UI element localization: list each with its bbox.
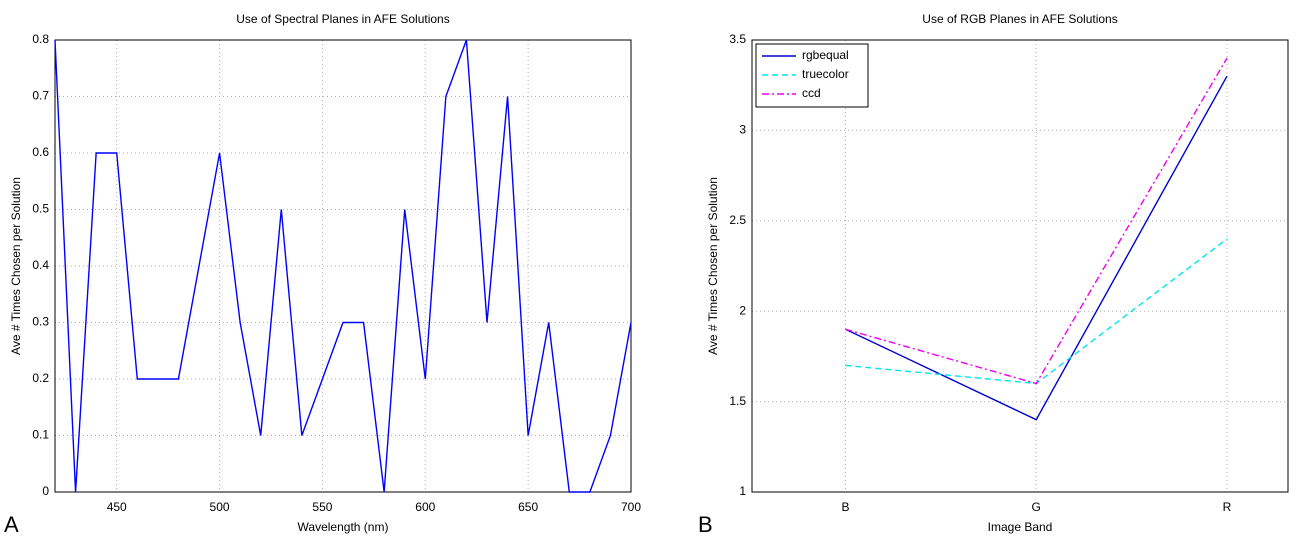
data-line xyxy=(845,75,1228,421)
y-tick-label: 0.2 xyxy=(32,371,49,385)
x-tick-label: 700 xyxy=(621,500,641,514)
data-line xyxy=(54,39,632,493)
data-line xyxy=(845,57,1228,385)
y-tick-label: 3.5 xyxy=(729,32,746,46)
x-axis-label: Wavelength (nm) xyxy=(298,520,389,534)
chart-title: Use of Spectral Planes in AFE Solutions xyxy=(236,12,449,26)
y-axis-label: Ave # Times Chosen per Solution xyxy=(706,177,720,355)
y-tick-label: 2 xyxy=(739,303,746,317)
x-tick-label: 600 xyxy=(415,500,435,514)
panel-label: B xyxy=(698,512,713,537)
panel-label: A xyxy=(4,512,19,537)
y-tick-label: 0.8 xyxy=(32,32,49,46)
x-tick-label: 450 xyxy=(107,500,127,514)
y-tick-label: 0.1 xyxy=(32,428,49,442)
x-tick-label: G xyxy=(1032,500,1041,514)
x-tick-label: 650 xyxy=(518,500,538,514)
y-tick-label: 0.7 xyxy=(32,89,49,103)
x-axis-label: Image Band xyxy=(988,520,1053,534)
x-tick-label: B xyxy=(841,500,849,514)
chart-title: Use of RGB Planes in AFE Solutions xyxy=(922,12,1117,26)
y-tick-label: 0.4 xyxy=(32,258,49,272)
y-tick-label: 1.5 xyxy=(729,394,746,408)
legend-label: ccd xyxy=(802,86,821,100)
y-tick-label: 1 xyxy=(739,484,746,498)
plot-frame xyxy=(751,39,1289,493)
y-axis-label: Ave # Times Chosen per Solution xyxy=(9,177,23,355)
legend: rgbequal truecolor ccd xyxy=(755,43,869,108)
y-tick-label: 3 xyxy=(739,123,746,137)
y-tick-label: 0.3 xyxy=(32,315,49,329)
legend-label: rgbequal xyxy=(802,48,849,62)
legend-label: truecolor xyxy=(802,67,849,81)
y-tick-label: 0 xyxy=(42,484,49,498)
x-tick-label: 550 xyxy=(312,500,332,514)
y-tick-label: 0.5 xyxy=(32,202,49,216)
y-tick-label: 2.5 xyxy=(729,213,746,227)
plot-frame xyxy=(54,39,632,493)
x-tick-label: 500 xyxy=(210,500,230,514)
y-tick-label: 0.6 xyxy=(32,145,49,159)
x-tick-label: R xyxy=(1223,500,1232,514)
